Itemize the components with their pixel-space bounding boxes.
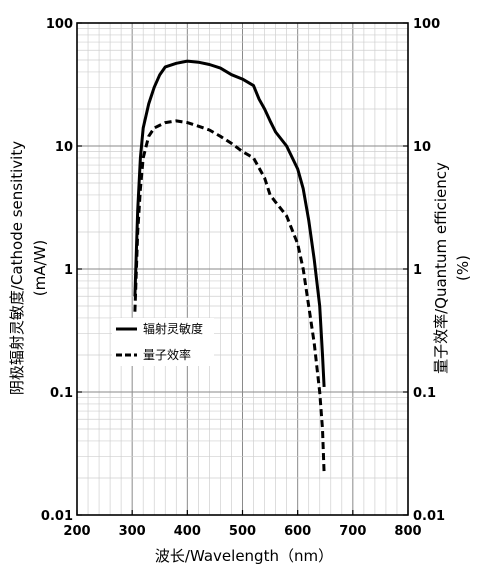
series-line-quantum-efficiency xyxy=(133,119,326,473)
x-axis-title: 波长/Wavelength（nm） xyxy=(155,547,333,565)
x-tick-labels: 200 300 400 500 600 700 800 xyxy=(63,524,421,539)
y-left-tick-label: 0.01 xyxy=(41,509,73,524)
x-tick-label: 600 xyxy=(284,524,311,539)
y-right-tick-label: 10 xyxy=(413,140,431,155)
legend-label-sensitivity: 辐射灵敏度 xyxy=(143,321,203,336)
y-left-tick-label: 0.1 xyxy=(50,386,73,401)
x-tick-label: 800 xyxy=(394,524,421,539)
y-right-axis-unit: (%) xyxy=(454,255,472,281)
legend-background xyxy=(112,318,214,366)
x-tick-label: 300 xyxy=(119,524,146,539)
x-tick-label: 700 xyxy=(339,524,366,539)
y-left-axis-unit: (mA/W) xyxy=(31,240,49,296)
x-tick-label: 500 xyxy=(229,524,256,539)
x-tick-label: 400 xyxy=(174,524,201,539)
y-right-tick-label: 0.01 xyxy=(413,509,445,524)
y-right-axis-title: 量子效率/Quantum efficiency xyxy=(432,162,450,374)
legend-label-quantum-efficiency: 量子效率 xyxy=(143,347,191,362)
y-left-tick-labels: 0.01 0.1 1 10 100 xyxy=(41,17,73,524)
y-right-tick-labels: 0.01 0.1 1 10 100 xyxy=(413,17,445,524)
legend: 辐射灵敏度 量子效率 xyxy=(112,318,214,366)
y-left-tick-label: 1 xyxy=(64,263,73,278)
y-right-tick-label: 100 xyxy=(413,17,440,32)
x-tick-label: 200 xyxy=(63,524,90,539)
y-right-tick-label: 1 xyxy=(413,263,422,278)
y-left-tick-label: 10 xyxy=(55,140,73,155)
y-right-tick-label: 0.1 xyxy=(413,386,436,401)
series-line-sensitivity xyxy=(133,59,326,387)
grid xyxy=(76,22,409,516)
series-layer xyxy=(133,59,326,473)
plot-frame xyxy=(76,22,409,516)
y-left-axis-title: 阴极辐射灵敏度/Cathode sensitivity xyxy=(8,141,26,395)
y-left-tick-label: 100 xyxy=(46,17,73,32)
